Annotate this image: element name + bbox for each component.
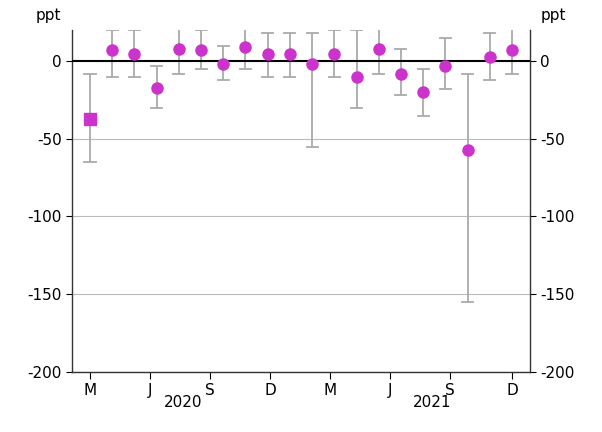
Text: 2020: 2020 — [164, 395, 202, 410]
Text: ppt: ppt — [36, 8, 61, 23]
Text: ppt: ppt — [541, 8, 566, 23]
Text: 2021: 2021 — [413, 395, 452, 410]
